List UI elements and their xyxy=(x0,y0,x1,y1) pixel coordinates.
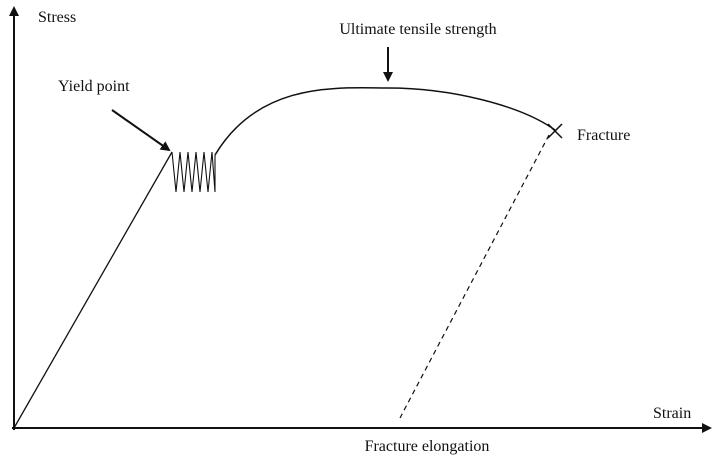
fracture-mark xyxy=(547,123,563,139)
fracture-label: Fracture xyxy=(577,127,630,144)
yield-zigzag xyxy=(171,151,216,193)
unloading-line xyxy=(399,134,550,419)
yield-label: Yield point xyxy=(58,78,130,95)
yield-arrow xyxy=(111,109,171,152)
uts-label: Ultimate tensile strength xyxy=(339,21,496,38)
x-axis-label: Strain xyxy=(653,405,691,422)
plastic-curve xyxy=(214,87,556,156)
elongation-label: Fracture elongation xyxy=(365,438,490,455)
y-axis-label: Stress xyxy=(38,9,76,26)
elastic-line xyxy=(13,151,173,429)
